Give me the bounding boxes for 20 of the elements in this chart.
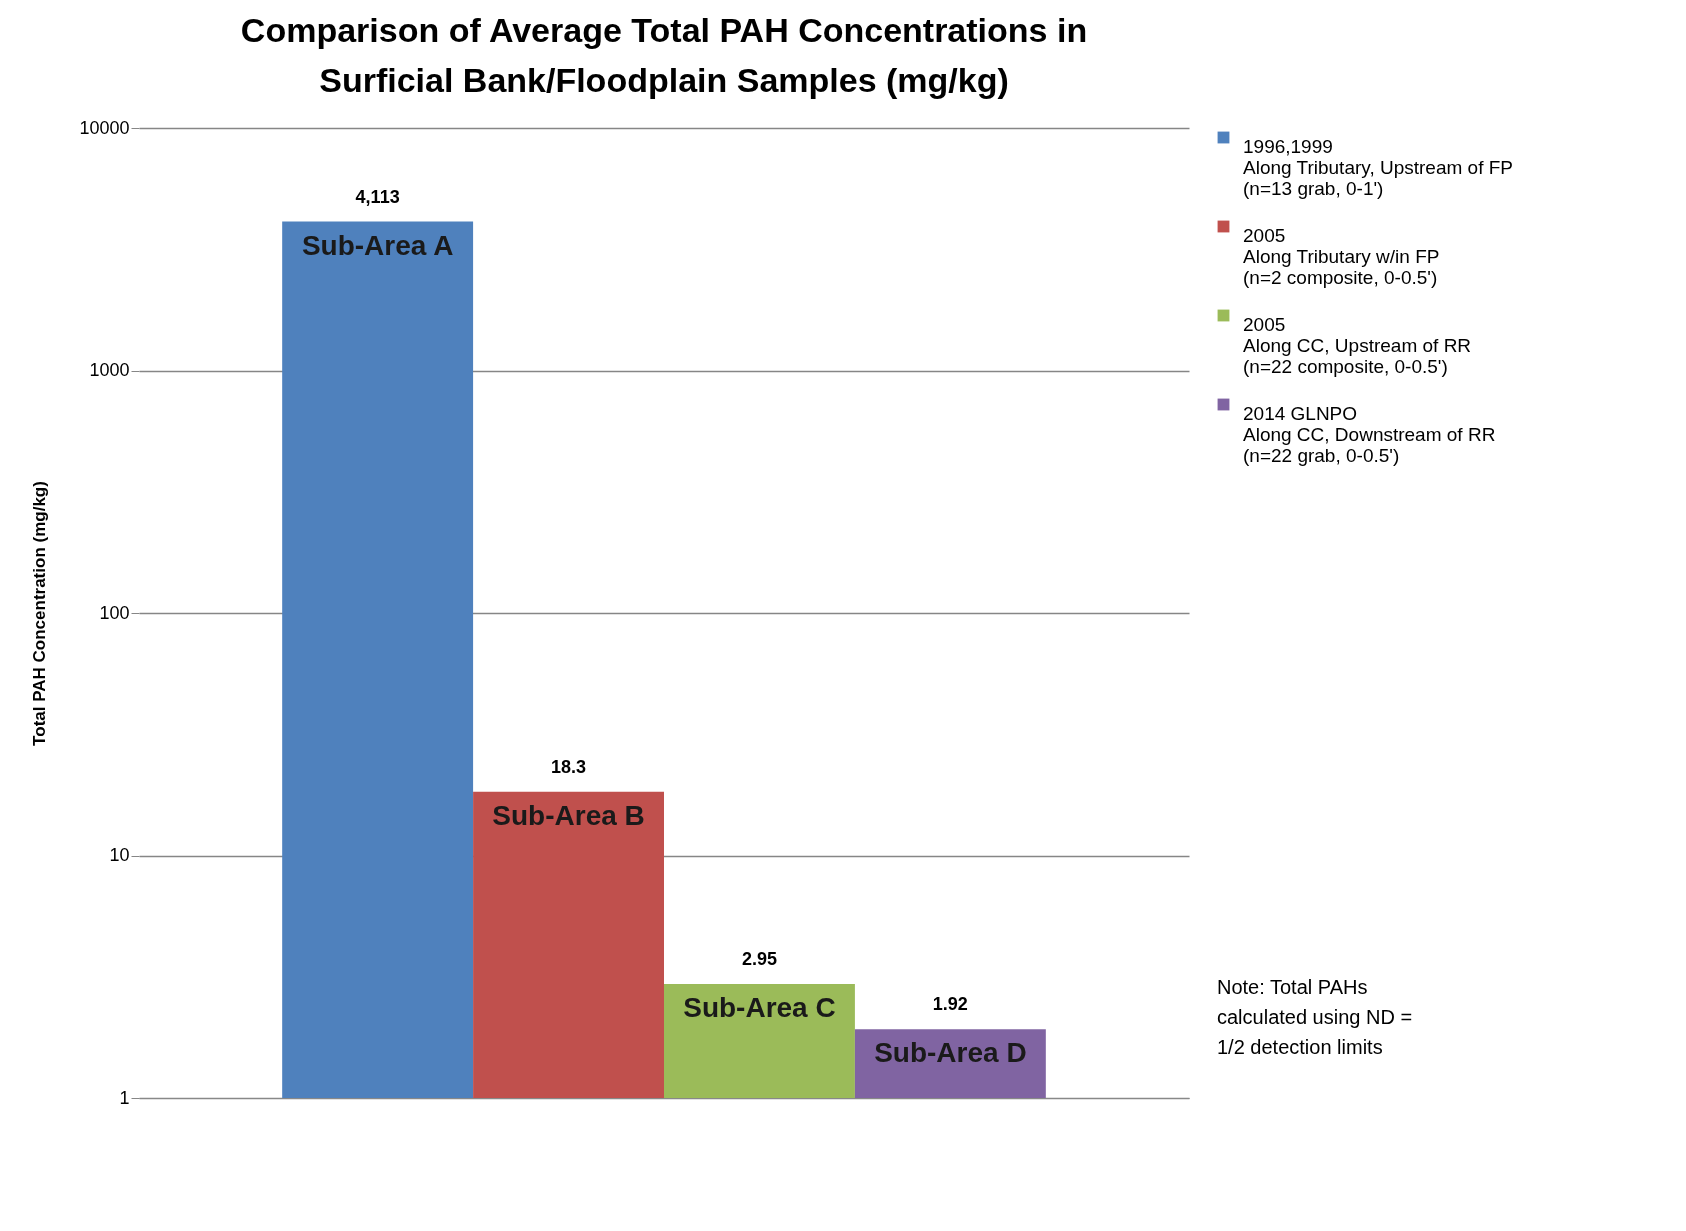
x-tick-label: Sub-Area A [301, 229, 454, 261]
y-tick-label: 1000 [89, 360, 130, 380]
text: Note: Total PAHs calculated using ND = 1/2 detection limits [1217, 976, 1413, 1058]
x-tick-label: Sub-Area B [492, 799, 645, 831]
data-label: 4,113 [355, 186, 400, 207]
data-label: 1.92 [932, 994, 968, 1015]
y-tick-label: 100 [99, 602, 130, 623]
x-tick-label: Sub-Area D [874, 1037, 1027, 1069]
legend-label: 1996,1999 Along Tributary, Upstream of FP (n=13 grab, 0-1') [1243, 135, 1513, 199]
data-label: 2.95 [741, 949, 777, 970]
y-tick-label: 10000 [79, 117, 130, 138]
chart-title: Comparison of Average Total PAH Concentrations in Surficial Bank/Floodplain Samples (mg/kg) [240, 11, 1088, 99]
data-label: 18.3 [551, 756, 587, 777]
legend-label: 2014 GLNPO Along CC, Downstream of RR (n=22 grab, 0-0.5') [1243, 402, 1496, 466]
x-tick-label: Sub-Area C [683, 992, 836, 1024]
y-axis-title: Total PAH Concentration (mg/kg) [30, 481, 50, 746]
legend-label: 2005 Along CC, Upstream of RR (n=22 composite, 0-0.5') [1243, 313, 1472, 377]
legend-label: 2005 Along Tributary w/in FP (n=2 composite, 0-0.5') [1243, 224, 1440, 288]
y-tick-label: 1 [119, 1087, 130, 1108]
y-tick-label: 10 [109, 845, 130, 865]
